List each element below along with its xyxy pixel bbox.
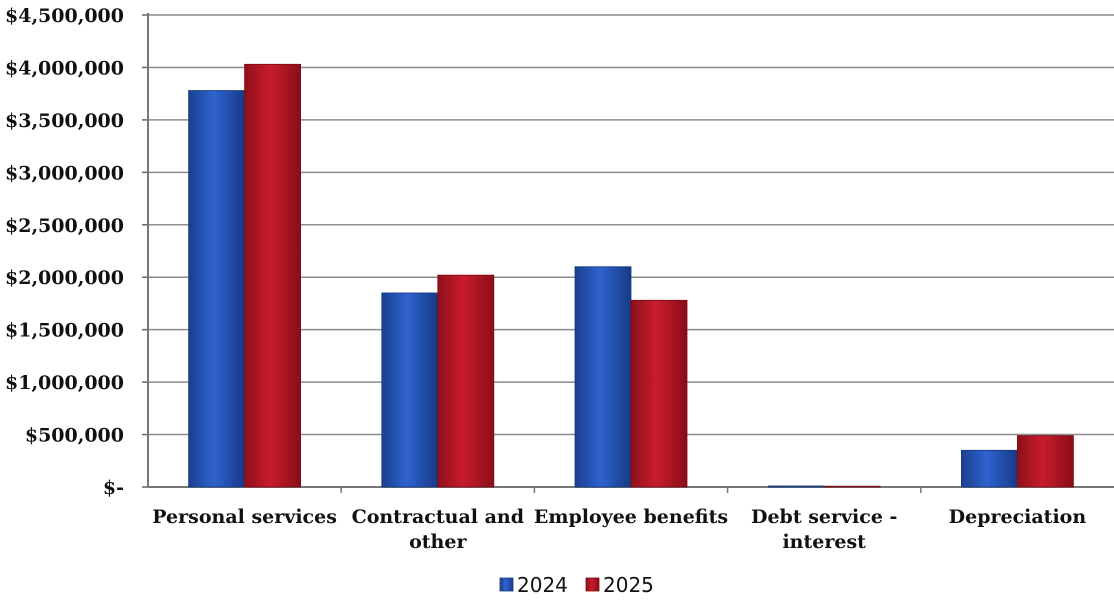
- y-tick-label: $-: [103, 477, 124, 499]
- y-tick-label: $1,500,000: [5, 320, 124, 342]
- x-tick-label: Contractual and other: [352, 506, 524, 553]
- y-tick-label: $4,500,000: [5, 5, 124, 27]
- bar-2024: [188, 90, 246, 488]
- legend-swatch-2025: [585, 577, 600, 592]
- legend-label: 2024: [517, 573, 568, 597]
- x-tick-label: Debt service - interest: [751, 506, 897, 553]
- x-tick-label: Employee benefits: [534, 506, 728, 528]
- bar-2025: [823, 485, 881, 488]
- y-tick-label: $3,000,000: [5, 162, 124, 184]
- x-tick-label-line: Employee benefits: [534, 506, 728, 528]
- bar-2025: [630, 299, 688, 488]
- legend: 2024 2025: [499, 573, 654, 597]
- y-tick-label: $1,000,000: [5, 372, 124, 394]
- y-tick-label: $2,500,000: [5, 215, 124, 237]
- x-tick-label: Personal services: [152, 506, 337, 528]
- y-tick-label: $3,500,000: [5, 110, 124, 132]
- x-tick-label-line: interest: [782, 531, 866, 553]
- bar-2024: [381, 292, 439, 488]
- bar-2024: [574, 266, 632, 488]
- x-tick-label: Depreciation: [949, 506, 1087, 528]
- bar-2024: [767, 485, 825, 488]
- legend-label: 2025: [603, 573, 654, 597]
- bar-2024: [961, 449, 1018, 488]
- x-tick-label-line: Personal services: [152, 506, 337, 528]
- x-tick-label-line: Contractual and: [352, 506, 524, 528]
- bar-2025: [244, 63, 302, 488]
- y-tick-label: $500,000: [25, 425, 124, 447]
- legend-swatch-2024: [499, 577, 514, 592]
- bar-2025: [437, 274, 495, 488]
- y-tick-label: $4,000,000: [5, 57, 124, 79]
- y-tick-label: $2,000,000: [5, 267, 124, 289]
- x-tick-label-line: Depreciation: [949, 506, 1087, 528]
- bar-2025: [1017, 435, 1074, 488]
- plot-area: $- $500,000 $1,000,000 $1,500,000 $2,000,000…: [5, 5, 1114, 553]
- x-tick-label-line: other: [409, 531, 467, 553]
- x-tick-label-line: Debt service -: [751, 506, 897, 528]
